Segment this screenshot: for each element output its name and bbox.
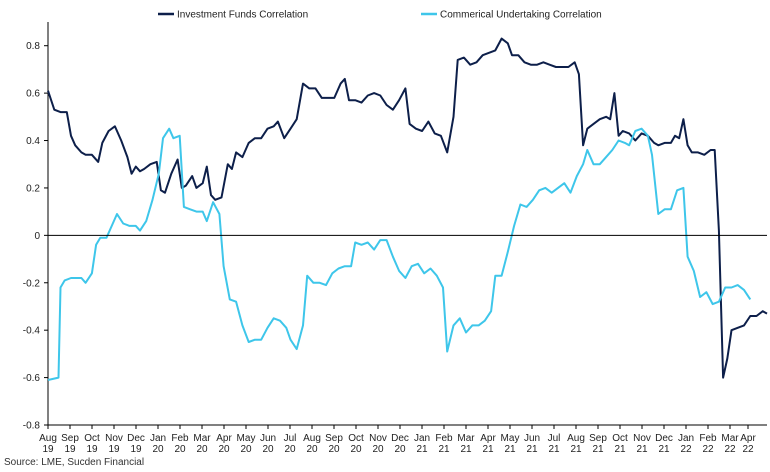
x-tick-year: 20 xyxy=(394,444,406,455)
x-tick-month: Aug xyxy=(567,433,585,444)
x-tick-year: 21 xyxy=(416,444,428,455)
x-tick-month: Nov xyxy=(369,433,387,444)
investment-funds-line xyxy=(47,37,768,379)
x-tick-year: 21 xyxy=(526,444,538,455)
x-tick-year: 19 xyxy=(64,444,76,455)
x-tick-month: Nov xyxy=(633,433,651,444)
y-tick-label: 0.2 xyxy=(26,183,40,194)
x-tick-year: 22 xyxy=(742,444,754,455)
x-tick-year: 20 xyxy=(262,444,274,455)
x-tick-year: 20 xyxy=(328,444,340,455)
x-tick-year: 19 xyxy=(86,444,98,455)
x-tick-year: 19 xyxy=(130,444,142,455)
y-tick-label: 0 xyxy=(34,231,40,242)
x-tick-year: 21 xyxy=(636,444,648,455)
x-tick-year: 20 xyxy=(152,444,164,455)
x-tick-month: Jul xyxy=(284,433,297,444)
x-tick-year: 20 xyxy=(372,444,384,455)
x-tick-month: Sep xyxy=(589,433,607,444)
x-tick-year: 22 xyxy=(680,444,692,455)
x-tick-year: 20 xyxy=(174,444,186,455)
x-tick-month: Jan xyxy=(150,433,166,444)
x-tick-year: 21 xyxy=(614,444,626,455)
x-tick-month: Aug xyxy=(39,433,57,444)
x-tick-month: Nov xyxy=(105,433,123,444)
x-tick-month: Oct xyxy=(84,433,100,444)
y-tick-label: -0.4 xyxy=(23,326,41,337)
x-tick-year: 21 xyxy=(438,444,450,455)
x-tick-year: 20 xyxy=(306,444,318,455)
x-tick-month: Jan xyxy=(414,433,430,444)
x-tick-year: 21 xyxy=(570,444,582,455)
x-tick-month: Dec xyxy=(391,433,409,444)
y-tick-label: -0.8 xyxy=(23,421,41,432)
x-tick-year: 20 xyxy=(196,444,208,455)
x-tick-year: 19 xyxy=(108,444,120,455)
x-tick-month: Sep xyxy=(61,433,79,444)
x-tick-month: Aug xyxy=(303,433,321,444)
x-tick-month: Feb xyxy=(171,433,189,444)
x-tick-month: Jan xyxy=(678,433,694,444)
x-tick-year: 21 xyxy=(460,444,472,455)
x-tick-year: 19 xyxy=(42,444,54,455)
y-axis: -0.8 -0.6 -0.4 -0.2 0 0.2 0.4 0.6 0.8 xyxy=(23,22,49,432)
legend-label-investment-funds: Investment Funds Correlation xyxy=(177,10,308,21)
y-tick-label: 0.4 xyxy=(26,136,40,147)
x-tick-year: 21 xyxy=(658,444,670,455)
y-tick-label: 0.6 xyxy=(26,89,40,100)
x-tick-month: Apr xyxy=(740,433,756,444)
x-tick-year: 20 xyxy=(240,444,252,455)
x-tick-month: Apr xyxy=(480,433,496,444)
x-tick-month: Dec xyxy=(655,433,673,444)
x-tick-month: Oct xyxy=(612,433,628,444)
x-tick-year: 22 xyxy=(724,444,736,455)
x-tick-month: Dec xyxy=(127,433,145,444)
commercial-undertaking-line xyxy=(47,127,752,381)
legend-label-commercial-undertaking: Commerical Undertaking Correlation xyxy=(440,10,602,21)
x-tick-year: 21 xyxy=(504,444,516,455)
x-tick-year: 20 xyxy=(284,444,296,455)
x-tick-month: Feb xyxy=(699,433,717,444)
x-tick-month: Feb xyxy=(435,433,453,444)
y-tick-label: -0.6 xyxy=(23,373,41,384)
x-tick-month: May xyxy=(237,433,256,444)
x-tick-year: 21 xyxy=(482,444,494,455)
legend: Investment Funds Correlation Commerical U… xyxy=(158,10,602,21)
x-tick-month: Jul xyxy=(548,433,561,444)
y-tick-label: -0.2 xyxy=(23,278,41,289)
x-tick-year: 21 xyxy=(548,444,560,455)
x-tick-year: 21 xyxy=(592,444,604,455)
x-tick-month: Sep xyxy=(325,433,343,444)
x-tick-month: May xyxy=(501,433,520,444)
x-tick-year: 20 xyxy=(350,444,362,455)
series-lines xyxy=(47,37,768,381)
x-tick-month: Oct xyxy=(348,433,364,444)
x-tick-month: Mar xyxy=(193,433,211,444)
y-tick-label: 0.8 xyxy=(26,41,40,52)
x-axis: Aug19Sep19Oct19Nov19Dec19Jan20Feb20Mar20… xyxy=(39,234,767,455)
x-tick-month: Jun xyxy=(260,433,276,444)
x-tick-month: Jun xyxy=(524,433,540,444)
source-note: Source: LME, Sucden Financial xyxy=(4,457,145,468)
x-tick-year: 22 xyxy=(702,444,714,455)
x-tick-year: 20 xyxy=(218,444,230,455)
x-tick-month: Mar xyxy=(721,433,739,444)
x-tick-month: Mar xyxy=(457,433,475,444)
x-tick-month: Apr xyxy=(216,433,232,444)
